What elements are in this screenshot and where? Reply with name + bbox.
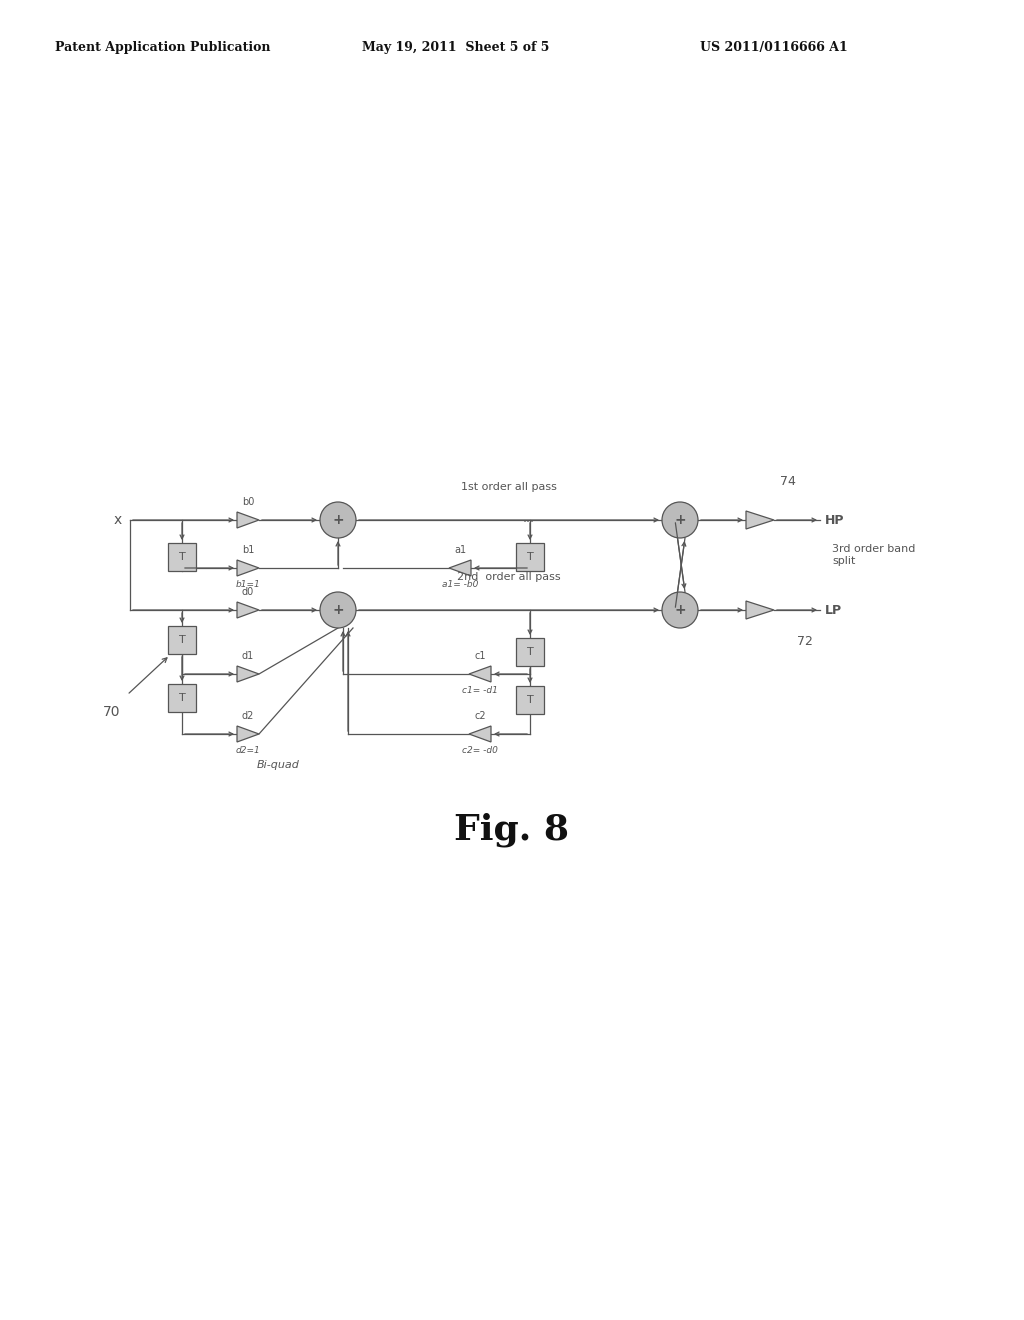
Text: a1: a1 [454,545,466,554]
Text: d2: d2 [242,711,254,721]
Bar [168,684,196,711]
Text: b1=1: b1=1 [236,579,260,589]
Text: T: T [178,693,185,704]
Bar [168,626,196,653]
Text: T: T [526,696,534,705]
Polygon shape [746,601,774,619]
Circle shape [319,502,356,539]
Text: T: T [526,552,534,562]
Text: 2nd  order all pass: 2nd order all pass [457,572,561,582]
Polygon shape [469,667,490,682]
Text: Patent Application Publication: Patent Application Publication [55,41,270,54]
Text: ...: ... [523,511,535,524]
Text: c2: c2 [474,711,485,721]
Bar [168,543,196,572]
Polygon shape [746,511,774,529]
Polygon shape [449,560,471,576]
Polygon shape [469,726,490,742]
Text: +: + [674,513,686,527]
Text: d0: d0 [242,587,254,597]
Text: Fig. 8: Fig. 8 [455,813,569,847]
Polygon shape [237,560,259,576]
Text: c1= -d1: c1= -d1 [462,686,498,696]
Text: c1: c1 [474,651,485,661]
Polygon shape [237,726,259,742]
Bar [516,543,544,572]
Bar [516,686,544,714]
Circle shape [662,591,698,628]
Text: HP: HP [825,513,845,527]
Text: +: + [332,513,344,527]
Text: Bi-quad: Bi-quad [257,760,299,770]
Text: 3rd order band
split: 3rd order band split [831,544,915,566]
Text: d1: d1 [242,651,254,661]
Circle shape [662,502,698,539]
Polygon shape [237,667,259,682]
Text: +: + [332,603,344,616]
Text: T: T [178,552,185,562]
Text: c2= -d0: c2= -d0 [462,746,498,755]
Text: x: x [114,513,122,527]
Text: 70: 70 [103,705,121,719]
Text: T: T [526,647,534,657]
Text: b0: b0 [242,498,254,507]
Text: LP: LP [825,603,842,616]
Bar [516,638,544,667]
Circle shape [319,591,356,628]
Polygon shape [237,602,259,618]
Polygon shape [237,512,259,528]
Text: +: + [674,603,686,616]
Text: a1= -b0: a1= -b0 [441,579,478,589]
Text: d2=1: d2=1 [236,746,260,755]
Text: b1: b1 [242,545,254,554]
Text: May 19, 2011  Sheet 5 of 5: May 19, 2011 Sheet 5 of 5 [362,41,549,54]
Text: 1st order all pass: 1st order all pass [461,482,557,492]
Text: T: T [178,635,185,645]
Text: US 2011/0116666 A1: US 2011/0116666 A1 [700,41,848,54]
Text: 74: 74 [780,475,796,488]
Text: 72: 72 [797,635,813,648]
